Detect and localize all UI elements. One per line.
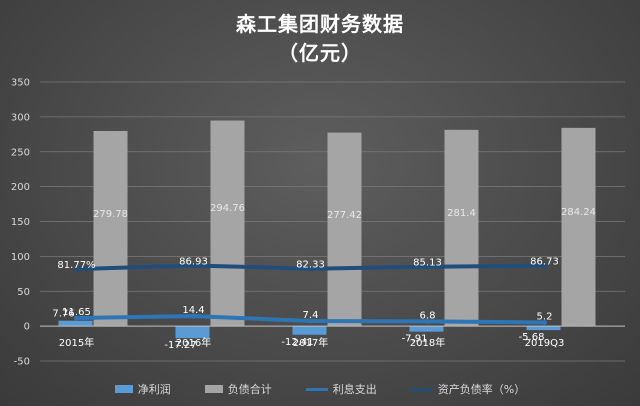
chart-legend: 净利润 负债合计 利息支出 资产负债率（%） — [0, 381, 640, 397]
legend-swatch — [305, 387, 328, 391]
data-label-interest: 14.4 — [182, 305, 204, 316]
y-tick-label: 200 — [11, 182, 30, 193]
data-label-net-profit: -7.91 — [402, 334, 428, 345]
legend-label: 净利润 — [137, 383, 171, 396]
data-label-debt-ratio: 82.33 — [296, 260, 325, 271]
line-interest-point — [74, 315, 79, 321]
line-interest-point — [425, 318, 430, 324]
line-debt-ratio-point — [74, 266, 79, 272]
legend-label: 资产负债率（%） — [437, 383, 526, 396]
data-label-debt: 277.42 — [327, 210, 362, 221]
x-tick-label: 2019Q3 — [525, 338, 565, 349]
legend-label: 利息支出 — [332, 383, 377, 396]
data-label-interest: 7.4 — [303, 310, 319, 321]
data-label-net-profit: -12.41 — [281, 337, 313, 348]
y-tick-label: 0 — [24, 322, 30, 333]
data-label-debt-ratio: 81.77% — [57, 260, 95, 271]
data-label-interest: 11.65 — [62, 307, 91, 318]
data-label-interest: 5.2 — [537, 311, 553, 322]
data-label-debt-ratio: 86.73 — [530, 257, 559, 268]
data-label-debt: 279.78 — [93, 209, 128, 220]
legend-item: 负债合计 — [204, 381, 272, 397]
line-debt-ratio-point — [191, 262, 196, 268]
y-tick-label: 50 — [17, 287, 30, 298]
data-label-debt: 281.4 — [447, 208, 476, 219]
legend-item: 资产负债率（%） — [410, 381, 526, 397]
bar-net-profit — [526, 326, 561, 331]
bar-net-profit — [409, 326, 444, 332]
data-label-debt-ratio: 86.93 — [179, 256, 208, 267]
x-tick-label: 2016年 — [176, 336, 211, 349]
legend-swatch — [410, 387, 433, 391]
legend-label: 负债合计 — [227, 383, 272, 396]
data-label-net-profit: 7.76 — [52, 309, 74, 320]
legend-item: 利息支出 — [305, 381, 377, 397]
data-label-debt: 284.24 — [561, 207, 596, 218]
y-tick-label: 300 — [11, 112, 30, 123]
bar-net-profit — [292, 326, 327, 335]
chart-title: 森工集团财务数据 （亿元） — [0, 10, 640, 68]
chart-subtitle: （亿元） — [278, 41, 362, 65]
line-interest-point — [308, 318, 313, 324]
x-tick-label: 2018年 — [410, 336, 445, 349]
line-interest-point — [542, 319, 547, 325]
data-label-debt: 294.76 — [210, 203, 245, 214]
bar-net-profit — [58, 320, 93, 327]
bar-debt — [444, 129, 479, 327]
data-label-debt-ratio: 85.13 — [413, 258, 442, 269]
line-interest-point — [191, 313, 196, 319]
data-label-interest: 6.8 — [420, 310, 436, 321]
data-label-net-profit: -5.68 — [519, 332, 545, 343]
y-tick-label: 250 — [11, 147, 30, 158]
line-debt-ratio-point — [425, 264, 430, 270]
y-tick-label: 150 — [11, 217, 30, 228]
bar-debt — [210, 120, 245, 327]
legend-swatch — [204, 385, 223, 393]
legend-item: 净利润 — [114, 381, 171, 397]
y-tick-label: 100 — [11, 252, 30, 263]
line-debt-ratio-point — [308, 266, 313, 272]
x-tick-label: 2015年 — [59, 336, 94, 349]
x-tick-label: 2017年 — [293, 336, 328, 349]
bar-debt — [561, 127, 596, 327]
legend-swatch — [114, 385, 133, 393]
bar-debt — [327, 132, 362, 327]
bar-debt — [93, 130, 128, 327]
y-tick-label: 350 — [11, 78, 30, 89]
bar-net-profit — [175, 326, 210, 339]
data-label-net-profit: -17.27 — [164, 340, 196, 351]
line-debt-ratio-point — [542, 263, 547, 269]
chart-title-main: 森工集团财务数据 — [236, 12, 404, 36]
y-tick-label: -50 — [14, 357, 30, 368]
